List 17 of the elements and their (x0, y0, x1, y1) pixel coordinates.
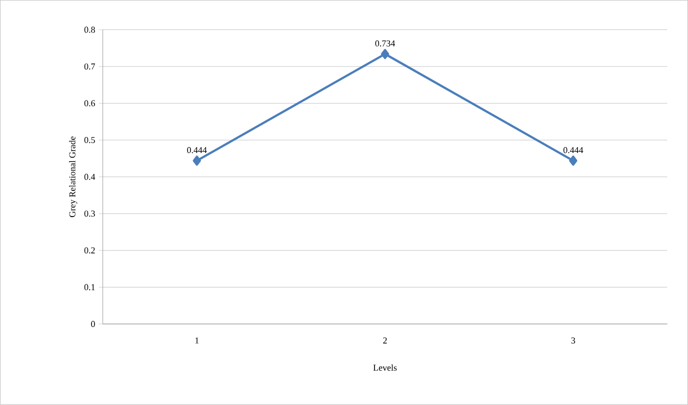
x-tick-label: 2 (383, 338, 387, 344)
x-tick-label: 3 (571, 338, 576, 344)
data-label: 0.734 (375, 40, 395, 47)
y-tick-label: 0.2 (84, 247, 95, 254)
y-axis-title: Grey Relational Grade (69, 136, 78, 218)
x-tick-label: 1 (195, 338, 199, 344)
y-tick-label: 0.7 (84, 64, 96, 70)
y-tick-label: 0.1 (84, 284, 95, 290)
y-tick-label: 0.8 (84, 26, 95, 33)
y-tick-label: 0.6 (84, 100, 96, 106)
data-label: 0.444 (187, 147, 207, 154)
y-tick-label: 0.5 (84, 137, 95, 144)
data-label: 0.444 (563, 147, 584, 154)
x-axis-title: Levels (373, 364, 397, 371)
y-tick-label: 0 (91, 321, 95, 328)
y-tick-label: 0.3 (84, 210, 95, 217)
y-tick-label: 0.4 (84, 174, 96, 180)
